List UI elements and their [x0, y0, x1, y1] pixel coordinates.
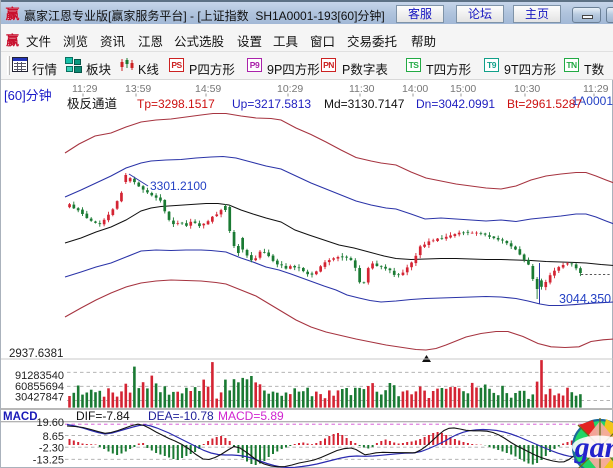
svg-text:1A0001: 1A0001 — [572, 94, 613, 108]
svg-text:MACD=5.89: MACD=5.89 — [218, 409, 284, 423]
svg-text:3301.2100: 3301.2100 — [150, 179, 207, 193]
svg-text:3044.350: 3044.350 — [559, 292, 611, 306]
svg-text:Up=3217.5813: Up=3217.5813 — [232, 97, 311, 111]
svg-text:60855694: 60855694 — [15, 381, 64, 393]
svg-text:-13.25: -13.25 — [33, 454, 64, 466]
svg-text:14:59: 14:59 — [195, 83, 221, 95]
svg-text:11:30: 11:30 — [349, 83, 375, 95]
svg-text:10:29: 10:29 — [277, 83, 303, 95]
svg-text:11:29: 11:29 — [583, 83, 609, 95]
svg-text:DIF=-7.84: DIF=-7.84 — [76, 409, 130, 423]
svg-text:10:30: 10:30 — [514, 83, 540, 95]
svg-text:15:00: 15:00 — [450, 83, 476, 95]
svg-text:gan: gan — [574, 431, 613, 464]
svg-text:8.65: 8.65 — [43, 431, 64, 443]
svg-text:Bt=2961.5287: Bt=2961.5287 — [507, 97, 582, 111]
svg-text:19.60: 19.60 — [36, 417, 64, 429]
svg-text:30427847: 30427847 — [15, 391, 64, 403]
svg-text:91283540: 91283540 — [15, 370, 64, 382]
svg-text:Md=3130.7147: Md=3130.7147 — [324, 97, 405, 111]
svg-text:DEA=-10.78: DEA=-10.78 — [148, 409, 214, 423]
svg-text:-2.30: -2.30 — [39, 442, 64, 454]
svg-text:Tp=3298.1517: Tp=3298.1517 — [137, 97, 215, 111]
svg-text:11:29: 11:29 — [72, 83, 98, 95]
svg-text:MACD: MACD — [3, 411, 38, 423]
svg-text:[60]分钟: [60]分钟 — [4, 88, 52, 103]
svg-text:Dn=3042.0991: Dn=3042.0991 — [416, 97, 495, 111]
svg-text:2937.6381: 2937.6381 — [9, 348, 63, 360]
svg-text:14:00: 14:00 — [402, 83, 428, 95]
svg-text:13:59: 13:59 — [125, 83, 151, 95]
svg-text:极反通道: 极反通道 — [67, 97, 118, 111]
